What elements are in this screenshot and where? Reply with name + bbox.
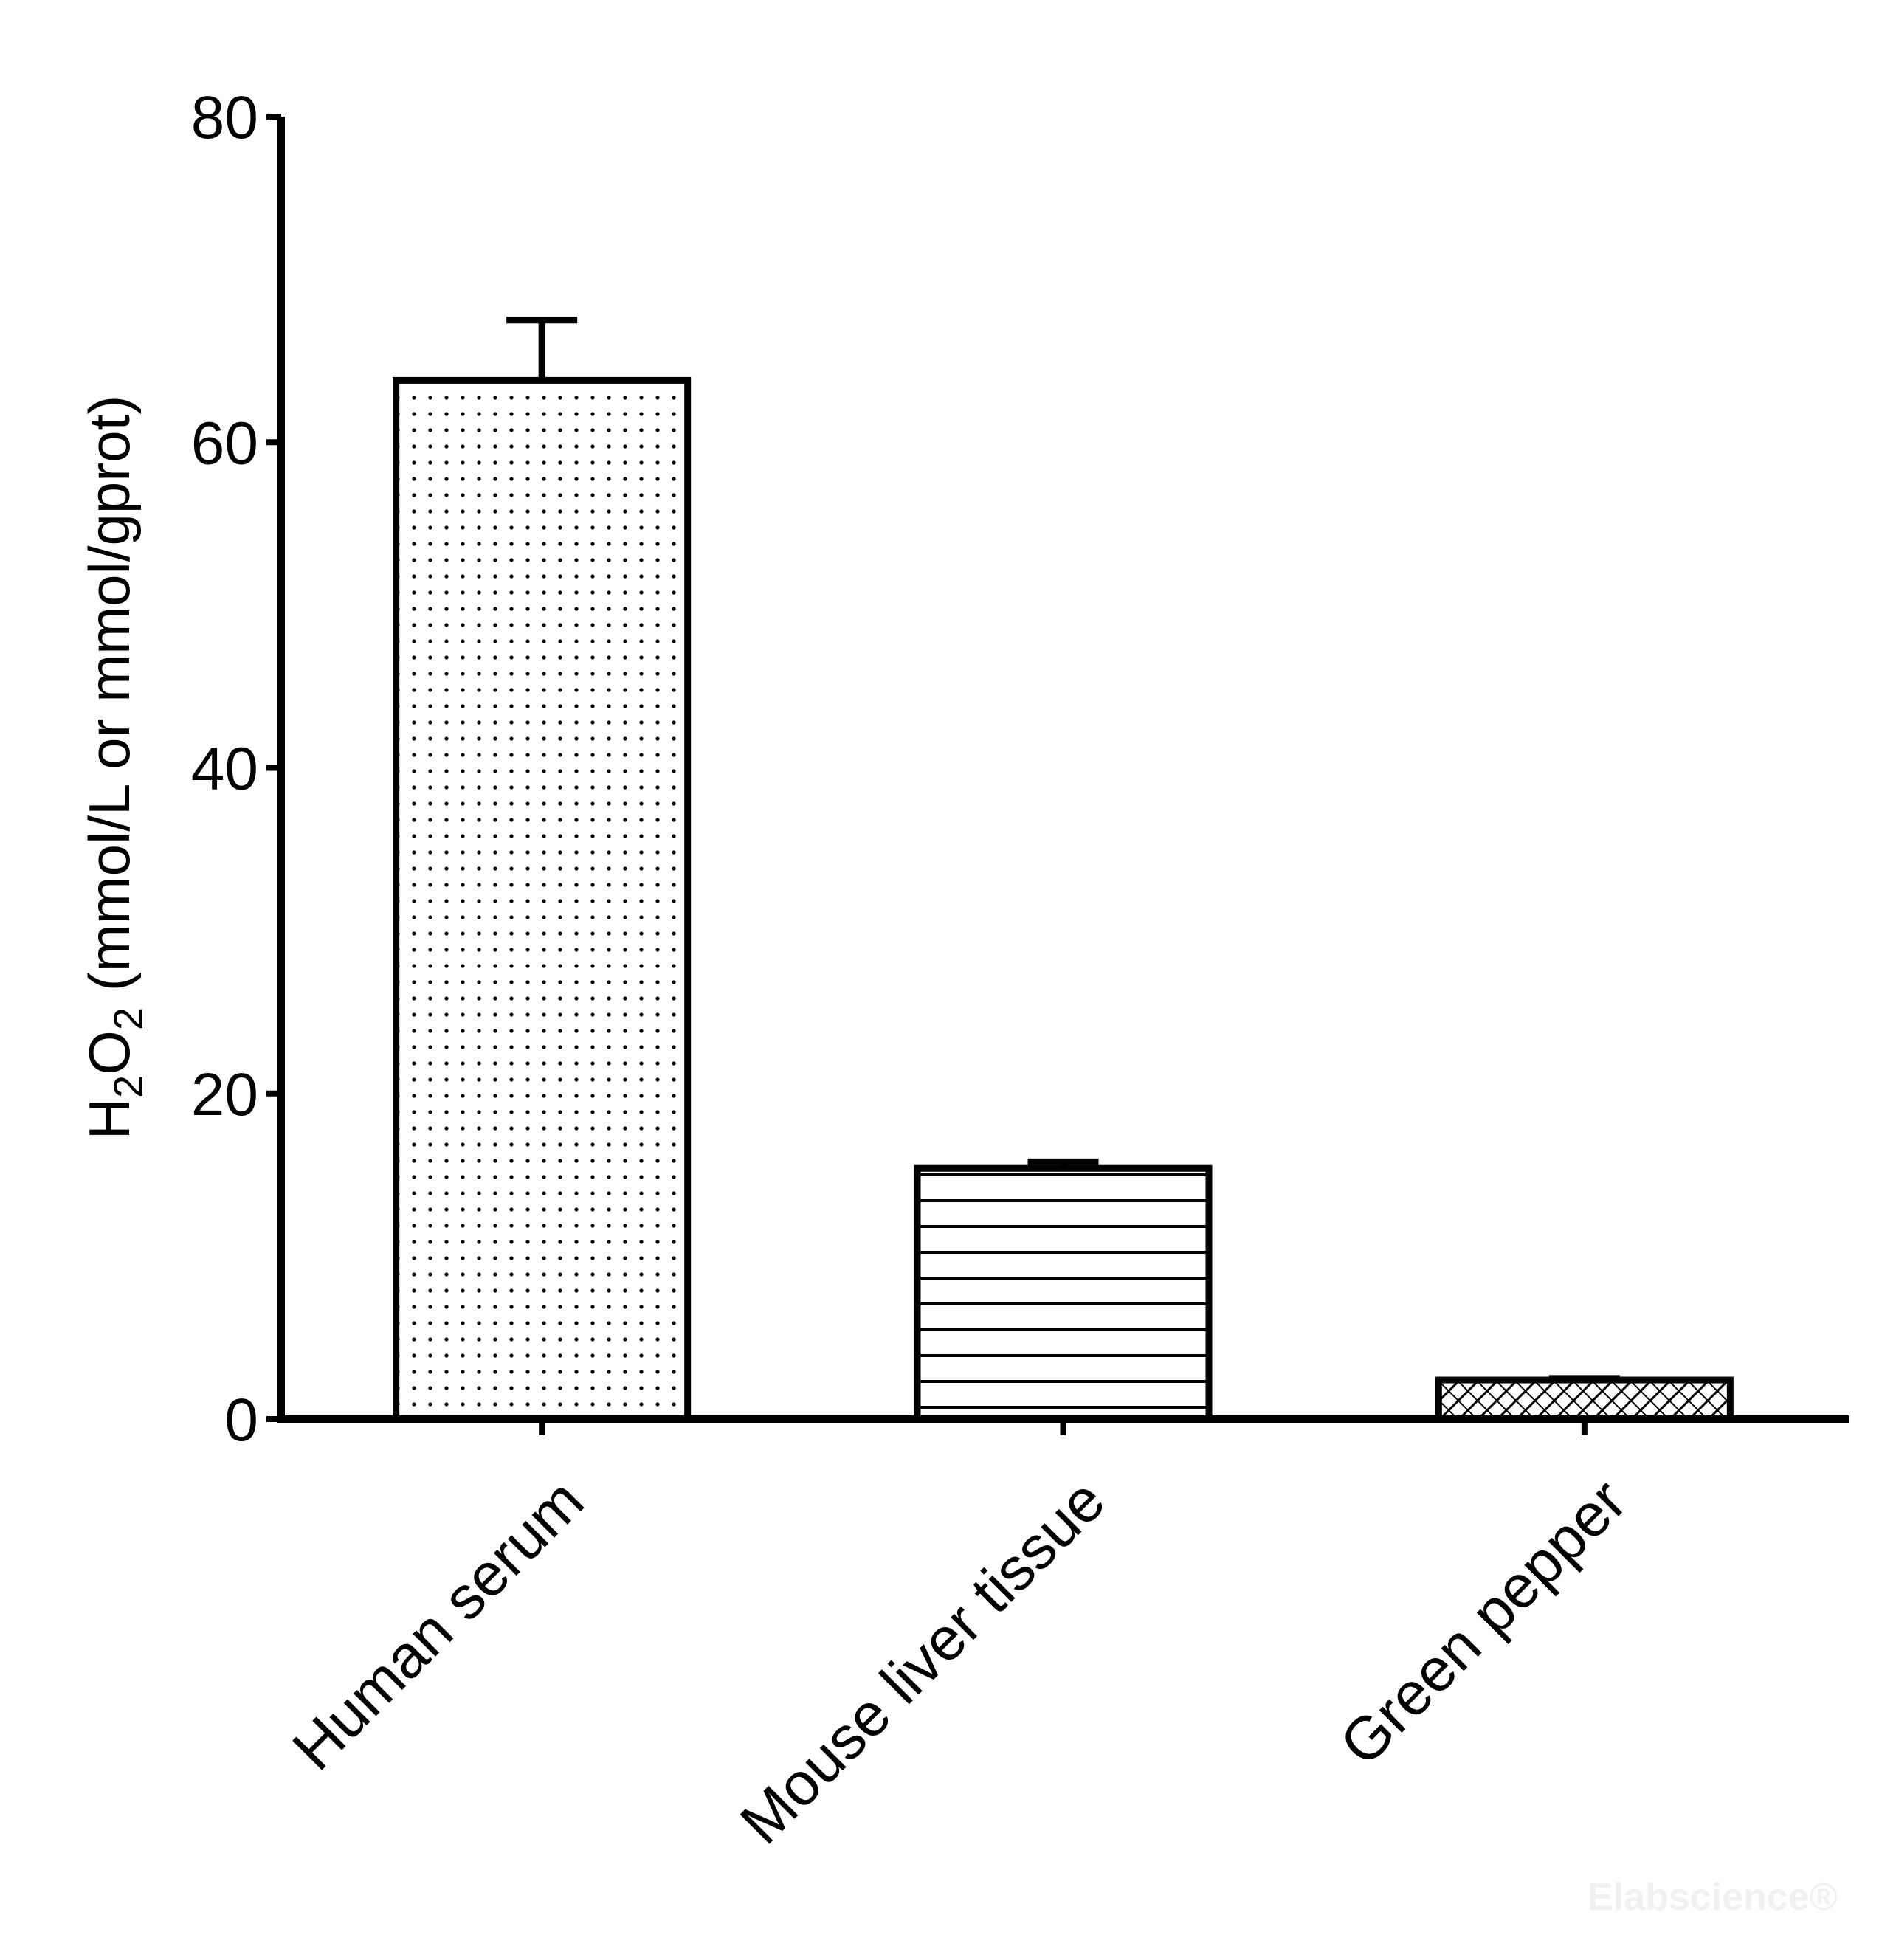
y-tick-label-80: 80 [191,84,258,151]
y-tick-label-60: 60 [191,410,258,477]
x-ticks-layer: Human serum Mouse liver tissue Green peppe… [280,1419,1639,1857]
bar-mouse-liver-tissue [914,1164,1213,1423]
bars-layer [393,376,1734,1423]
y-tick-label-40: 40 [191,736,258,803]
y-tick-label-20: 20 [191,1061,258,1128]
error-bars-layer [506,317,1620,1382]
x-tick-label-green-pepper: Green pepper [1328,1467,1639,1778]
y-axis-title: H2O2 (mmol/L or mmol/gprot) [77,396,151,1140]
bar-human-serum [393,376,692,1423]
y-tick-label-0: 0 [224,1387,258,1454]
watermark-text: Elabscience® [1588,1876,1838,1919]
y-ticks-layer: 0 20 40 60 80 [191,84,281,1454]
bar-green-pepper [1435,1376,1734,1423]
x-tick-label-human-serum: Human serum [280,1467,596,1783]
x-tick-label-mouse-liver-tissue: Mouse liver tissue [728,1467,1117,1857]
